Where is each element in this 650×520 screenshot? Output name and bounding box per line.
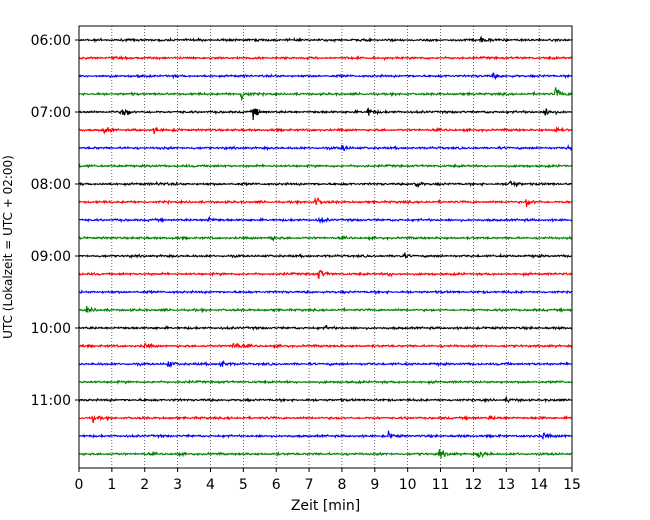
x-tick-label: 6 [272,477,281,493]
trace-0630 [78,72,573,81]
traces [78,35,573,459]
y-tick-label: 06:00 [31,33,71,49]
trace-0600 [78,35,573,44]
y-axis-label: UTC (Lokalzeit = UTC + 02:00) [1,155,15,339]
x-tick-label: 12 [464,477,482,493]
x-axis-ticks: 0 1 2 3 4 5 6 7 8 9 10 11 12 13 14 15 [75,468,581,493]
trace-1130 [78,430,573,441]
trace-0845 [78,234,573,243]
trace-1145 [78,449,573,459]
trace-0700 [78,107,573,121]
grid-lines [111,26,540,468]
x-tick-label: 2 [140,477,149,493]
trace-0730 [78,143,573,152]
trace-1030 [78,359,573,369]
x-tick-label: 7 [305,477,314,493]
x-axis-label: Zeit [min] [291,498,360,514]
trace-0930 [78,289,573,296]
trace-0945 [78,306,573,314]
x-tick-label: 4 [206,477,215,493]
trace-0815 [78,196,573,208]
trace-1000 [78,324,573,331]
y-tick-label: 08:00 [31,177,71,193]
trace-0800 [78,180,573,188]
y-tick-label: 07:00 [31,105,71,121]
trace-1045 [78,379,573,386]
x-tick-label: 8 [337,477,346,493]
trace-0830 [78,215,573,224]
trace-0745 [78,163,573,169]
x-tick-label: 0 [75,477,84,493]
x-tick-label: 15 [563,477,581,493]
y-tick-label: 11:00 [31,393,71,409]
trace-1100 [78,396,573,404]
trace-1115 [78,414,573,423]
trace-0915 [78,269,573,279]
x-tick-label: 5 [239,477,248,493]
y-axis-ticks: 06:00 07:00 08:00 09:00 10:00 11:00 [31,33,79,409]
x-tick-label: 11 [432,477,450,493]
plot-frame [78,25,573,469]
y-tick-label: 10:00 [31,321,71,337]
trace-0900 [78,251,573,260]
trace-0615 [78,54,573,62]
trace-0645 [78,87,573,102]
x-tick-label: 10 [399,477,417,493]
x-tick-label: 13 [497,477,515,493]
trace-1015 [78,342,573,350]
trace-0715 [78,125,573,135]
y-tick-label: 09:00 [31,249,71,265]
x-tick-label: 3 [173,477,182,493]
x-tick-label: 1 [107,477,116,493]
x-tick-label: 9 [370,477,379,493]
x-tick-label: 14 [530,477,548,493]
